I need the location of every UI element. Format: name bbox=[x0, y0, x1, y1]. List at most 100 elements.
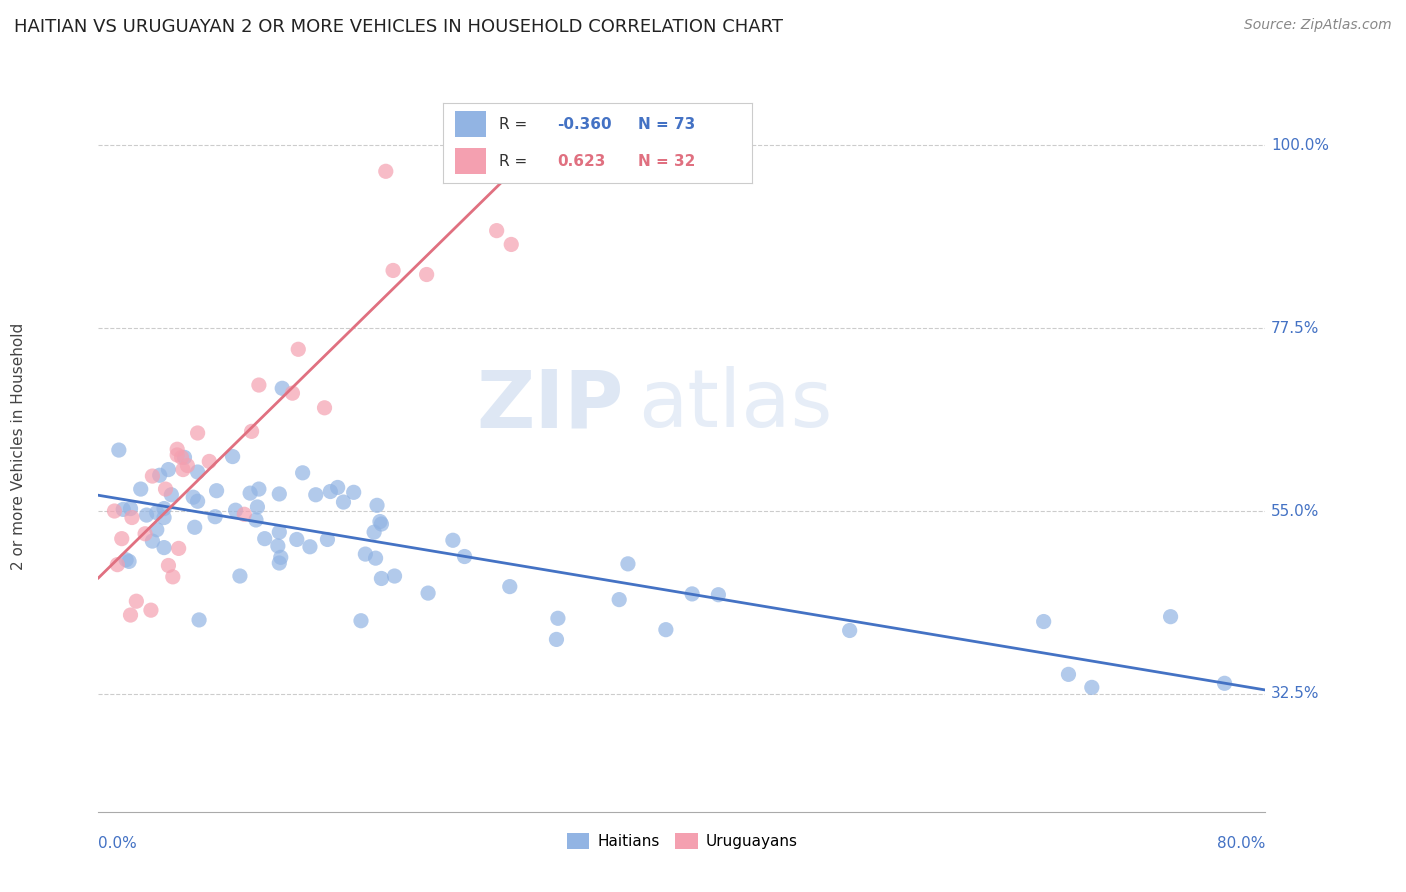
Point bbox=[270, 550, 292, 565]
Point bbox=[187, 465, 209, 479]
Point bbox=[170, 450, 193, 465]
Point bbox=[188, 613, 211, 627]
Point bbox=[546, 632, 568, 647]
Text: atlas: atlas bbox=[638, 367, 832, 444]
Point bbox=[1213, 676, 1236, 690]
Point bbox=[173, 450, 195, 465]
FancyBboxPatch shape bbox=[456, 112, 486, 137]
Point bbox=[166, 448, 188, 462]
Point bbox=[146, 506, 169, 520]
Point bbox=[247, 482, 270, 496]
Text: HAITIAN VS URUGUAYAN 2 OR MORE VEHICLES IN HOUSEHOLD CORRELATION CHART: HAITIAN VS URUGUAYAN 2 OR MORE VEHICLES … bbox=[14, 18, 783, 36]
Point bbox=[305, 488, 328, 502]
Point bbox=[384, 569, 406, 583]
Point bbox=[655, 623, 678, 637]
FancyBboxPatch shape bbox=[456, 148, 486, 174]
Text: N = 32: N = 32 bbox=[638, 153, 695, 169]
Point bbox=[269, 487, 291, 501]
Point bbox=[269, 556, 291, 570]
Point bbox=[111, 532, 134, 546]
Point bbox=[205, 483, 228, 498]
Point bbox=[415, 268, 437, 282]
Point bbox=[1032, 615, 1054, 629]
Point bbox=[285, 533, 308, 547]
Point bbox=[363, 525, 385, 540]
Point bbox=[453, 549, 475, 564]
Point bbox=[366, 499, 388, 513]
Point bbox=[115, 553, 138, 567]
Point bbox=[364, 551, 387, 566]
Point bbox=[221, 450, 243, 464]
Point bbox=[141, 469, 163, 483]
Text: 0.623: 0.623 bbox=[557, 153, 606, 169]
Point bbox=[247, 378, 270, 392]
Text: 100.0%: 100.0% bbox=[1271, 137, 1329, 153]
Text: 32.5%: 32.5% bbox=[1271, 686, 1320, 701]
Point bbox=[229, 569, 252, 583]
Point bbox=[153, 541, 176, 555]
Point bbox=[416, 586, 439, 600]
Point bbox=[267, 539, 290, 553]
Point bbox=[176, 458, 198, 473]
Point bbox=[157, 558, 180, 573]
Point bbox=[157, 462, 180, 476]
Point bbox=[187, 425, 209, 440]
Point bbox=[607, 592, 630, 607]
Point bbox=[281, 386, 304, 401]
Point bbox=[499, 580, 522, 594]
Point bbox=[707, 588, 730, 602]
Point bbox=[253, 532, 276, 546]
Point bbox=[166, 442, 188, 457]
Point bbox=[1160, 609, 1182, 624]
Point bbox=[298, 540, 321, 554]
Point bbox=[319, 484, 342, 499]
Point bbox=[153, 510, 176, 524]
Point bbox=[1081, 681, 1104, 695]
Point bbox=[112, 502, 135, 516]
Point bbox=[105, 558, 128, 572]
Point bbox=[153, 501, 176, 516]
Text: 0.0%: 0.0% bbox=[98, 836, 138, 851]
Point bbox=[370, 516, 392, 531]
Point bbox=[181, 490, 204, 504]
Point bbox=[269, 525, 291, 540]
Text: R =: R = bbox=[499, 153, 531, 169]
Point bbox=[187, 494, 209, 508]
Point bbox=[129, 482, 152, 496]
Point bbox=[368, 515, 391, 529]
Point bbox=[135, 508, 157, 522]
Point bbox=[838, 624, 860, 638]
Point bbox=[246, 500, 269, 514]
Point bbox=[233, 508, 256, 522]
Point bbox=[125, 594, 148, 608]
Point bbox=[617, 557, 640, 571]
Text: -0.360: -0.360 bbox=[557, 117, 612, 132]
Point bbox=[287, 343, 309, 357]
Point bbox=[240, 425, 263, 439]
Point bbox=[485, 224, 508, 238]
Text: R =: R = bbox=[499, 117, 531, 132]
Point bbox=[139, 603, 162, 617]
Point bbox=[316, 533, 339, 547]
Point bbox=[1057, 667, 1080, 681]
Point bbox=[374, 164, 396, 178]
Point bbox=[271, 381, 294, 395]
Point bbox=[108, 443, 131, 458]
Legend: Haitians, Uruguayans: Haitians, Uruguayans bbox=[561, 827, 803, 855]
Point bbox=[370, 572, 392, 586]
Text: N = 73: N = 73 bbox=[638, 117, 695, 132]
Point bbox=[239, 486, 262, 500]
Point bbox=[204, 509, 226, 524]
Point bbox=[245, 513, 267, 527]
Point bbox=[134, 526, 156, 541]
Point bbox=[343, 485, 366, 500]
Point bbox=[681, 587, 703, 601]
Point bbox=[198, 454, 221, 468]
Point bbox=[172, 462, 194, 476]
Point bbox=[467, 146, 489, 161]
Point bbox=[121, 510, 143, 524]
Point bbox=[155, 482, 177, 496]
Point bbox=[146, 523, 169, 537]
Text: 77.5%: 77.5% bbox=[1271, 320, 1320, 335]
Text: ZIP: ZIP bbox=[477, 367, 624, 444]
